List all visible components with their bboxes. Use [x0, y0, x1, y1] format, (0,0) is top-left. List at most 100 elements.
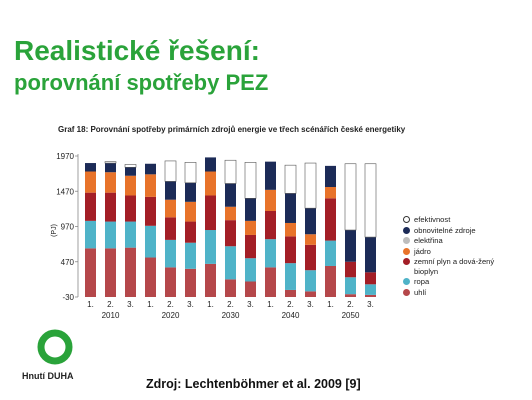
bar-segment: [225, 206, 236, 221]
bar-segment: [185, 242, 196, 269]
bar-segment: [305, 244, 316, 271]
bar-segment: [305, 291, 316, 297]
bar-segment: [205, 157, 216, 172]
bar-segment: [365, 294, 376, 297]
x-tick-label: 1.: [327, 300, 334, 309]
x-tick-label: 2.: [227, 300, 234, 309]
bar-segment: [165, 267, 176, 297]
bar-segment: [345, 294, 356, 297]
bar-segment: [325, 240, 336, 266]
bar-segment: [325, 198, 336, 241]
x-tick-label: 1.: [267, 300, 274, 309]
year-label: 2040: [282, 311, 300, 320]
x-tick-label: 1.: [87, 300, 94, 309]
bar-segment: [184, 162, 197, 184]
bar-segment: [185, 268, 196, 297]
y-tick-label: 970: [61, 223, 75, 232]
bar-segment: [365, 237, 376, 273]
bar-segment: [364, 163, 377, 238]
bar-segment: [85, 192, 96, 221]
x-tick-label: 3.: [187, 300, 194, 309]
legend-item: elektřina: [403, 236, 514, 246]
bar-segment: [105, 192, 116, 222]
logo-text: Hnutí DUHA: [22, 371, 74, 381]
legend-item: jádro: [403, 247, 514, 257]
y-tick-label: 1970: [56, 152, 74, 161]
bar-segment: [285, 236, 296, 264]
bar-segment: [265, 189, 276, 211]
legend-label: ropa: [414, 277, 430, 286]
bar-segment: [325, 165, 336, 188]
year-label: 2030: [222, 311, 240, 320]
legend-item: uhlí: [403, 288, 514, 298]
bar-segment: [125, 167, 136, 176]
bar-segment: [265, 210, 276, 240]
slide-title: Realistické řešení:: [14, 35, 260, 66]
chart-legend: efektivnost obnovitelné zdroje elektřina já…: [403, 215, 514, 298]
bar-segment: [245, 258, 256, 282]
bar-segment: [225, 220, 236, 247]
legend-item: ropa: [403, 277, 514, 287]
bar-segment: [145, 196, 156, 226]
bar-segment: [245, 220, 256, 235]
bar-segment: [225, 246, 236, 280]
legend-item: efektivnost: [403, 215, 514, 225]
chart-title: Graf 18: Porovnání spotřeby primárních z…: [58, 125, 406, 134]
bar-segment: [224, 159, 237, 184]
bar-segment: [145, 225, 156, 258]
bar-segment: [244, 162, 257, 199]
bar-segment: [325, 187, 336, 199]
legend-label: uhlí: [414, 287, 427, 297]
x-tick-label: 1.: [147, 300, 154, 309]
x-tick-label: 2.: [347, 300, 354, 309]
bar-segment: [185, 182, 196, 202]
bar-segment: [125, 247, 136, 297]
bar-segment: [104, 161, 117, 164]
bar-segment: [265, 161, 276, 190]
x-tick-label: 3.: [367, 300, 374, 309]
x-tick-label: 2.: [167, 300, 174, 309]
bar-segment: [205, 171, 216, 196]
bar-segment: [365, 284, 376, 295]
y-tick-label: 470: [61, 258, 75, 267]
bar-segment: [105, 172, 116, 193]
x-tick-label: 3.: [247, 300, 254, 309]
legend-swatch: [403, 247, 410, 255]
bar-segment: [345, 277, 356, 295]
legend-swatch: [403, 216, 410, 223]
bar-segment: [145, 163, 156, 175]
bar-segment: [124, 164, 137, 168]
x-tick-label: 3.: [307, 300, 314, 309]
bar-segment: [85, 171, 96, 193]
slide-subtitle: porovnání spotřeby PEZ: [14, 70, 269, 95]
bar-segment: [125, 195, 136, 222]
legend-label: efektivnost: [414, 215, 451, 224]
bar-segment: [304, 162, 317, 209]
bar-segment: [185, 201, 196, 222]
bar-segment: [165, 217, 176, 240]
green-ring-icon: [36, 328, 74, 371]
bar-segment: [285, 193, 296, 223]
bar-segment: [325, 265, 336, 297]
y-tick-label: 1470: [56, 187, 74, 196]
y-axis-label: (PJ): [51, 224, 58, 237]
legend-item: zemní plyn a dová-žený bioplyn: [403, 257, 514, 276]
bar-segment: [305, 208, 316, 235]
bar-segment: [85, 163, 96, 172]
bar-segment: [265, 239, 276, 268]
bar-segment: [145, 174, 156, 197]
bar-segment: [165, 199, 176, 218]
bar-segment: [85, 220, 96, 249]
bar-segment: [245, 198, 256, 221]
year-label: 2020: [162, 311, 180, 320]
legend-swatch: [403, 226, 410, 234]
bar-segment: [285, 263, 296, 290]
bar-segment: [305, 234, 316, 245]
x-tick-label: 3.: [127, 300, 134, 309]
bar-segment: [344, 163, 357, 231]
legend-swatch: [403, 237, 410, 244]
year-label: 2010: [102, 311, 120, 320]
bar-segment: [105, 248, 116, 297]
year-label: 2050: [342, 311, 360, 320]
